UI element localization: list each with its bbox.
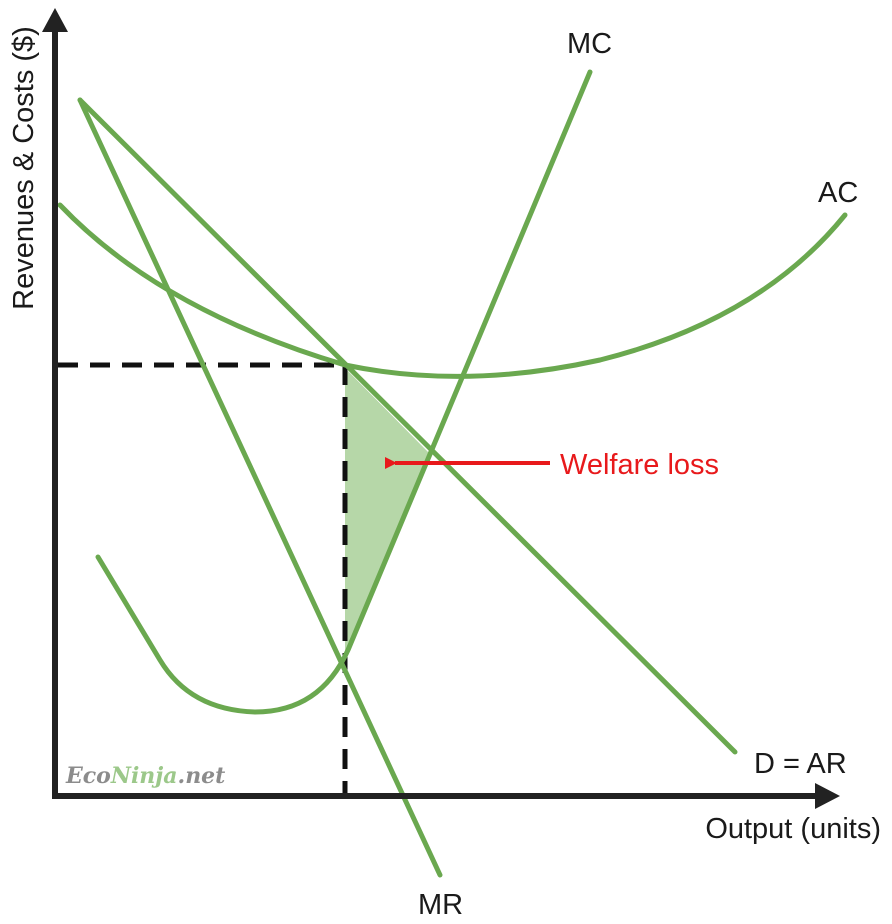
y-axis-label: Revenues & Costs ($) xyxy=(8,26,40,310)
x-axis-label: Output (units) xyxy=(705,813,881,845)
ac-label: AC xyxy=(818,177,858,209)
x-axis-arrow-icon xyxy=(815,783,840,809)
econinja-logo: EcoNinja.net xyxy=(65,763,225,789)
mc-curve xyxy=(98,72,590,712)
mr-label: MR xyxy=(418,889,463,921)
welfare-loss-area xyxy=(345,368,431,655)
demand-ar-label: D = AR xyxy=(754,748,847,780)
welfare-loss-label: Welfare loss xyxy=(560,449,719,481)
mc-label: MC xyxy=(567,28,612,60)
demand-ar-curve xyxy=(80,100,735,752)
ac-curve xyxy=(60,205,845,376)
axes xyxy=(42,8,840,809)
y-axis-arrow-icon xyxy=(42,8,68,32)
